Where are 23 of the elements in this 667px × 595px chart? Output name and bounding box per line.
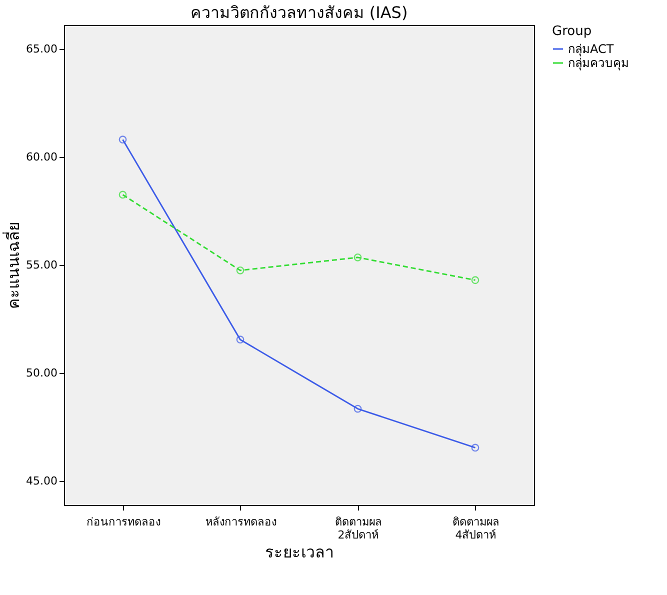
point [118,136,127,144]
y-tick-label: 65.00 [26,42,58,56]
x-tick-label: ติดตามผล 4สัปดาห์ [452,516,500,542]
y-tick-label: 55.00 [26,258,58,272]
legend-title: Group [552,24,592,39]
point [236,266,244,274]
x-axis-title: ระยะเวลา [265,542,334,562]
point [354,253,362,262]
point [118,190,127,199]
point [471,444,480,452]
x-tick-label: ติดตามผล 2สัปดาห์ [334,516,382,542]
point [471,276,480,284]
point [236,336,244,344]
point [354,404,362,413]
y-tick-label: 50.00 [26,366,58,380]
y-tick-label: 60.00 [26,150,58,164]
x-tick-label: ก่อนการทดลอง [86,516,160,528]
y-tick-label: 45.00 [26,474,58,488]
legend-label: กลุ่มACT [568,42,614,57]
x-tick-label: หลังการทดลอง [205,516,276,528]
legend-label: กลุ่มควบคุม [568,56,629,71]
y-axis-title: คะแนนเฉลี่ย [2,222,24,309]
chart-title: ความวิตกกังวลทางสังคม (IAS) [190,3,408,22]
